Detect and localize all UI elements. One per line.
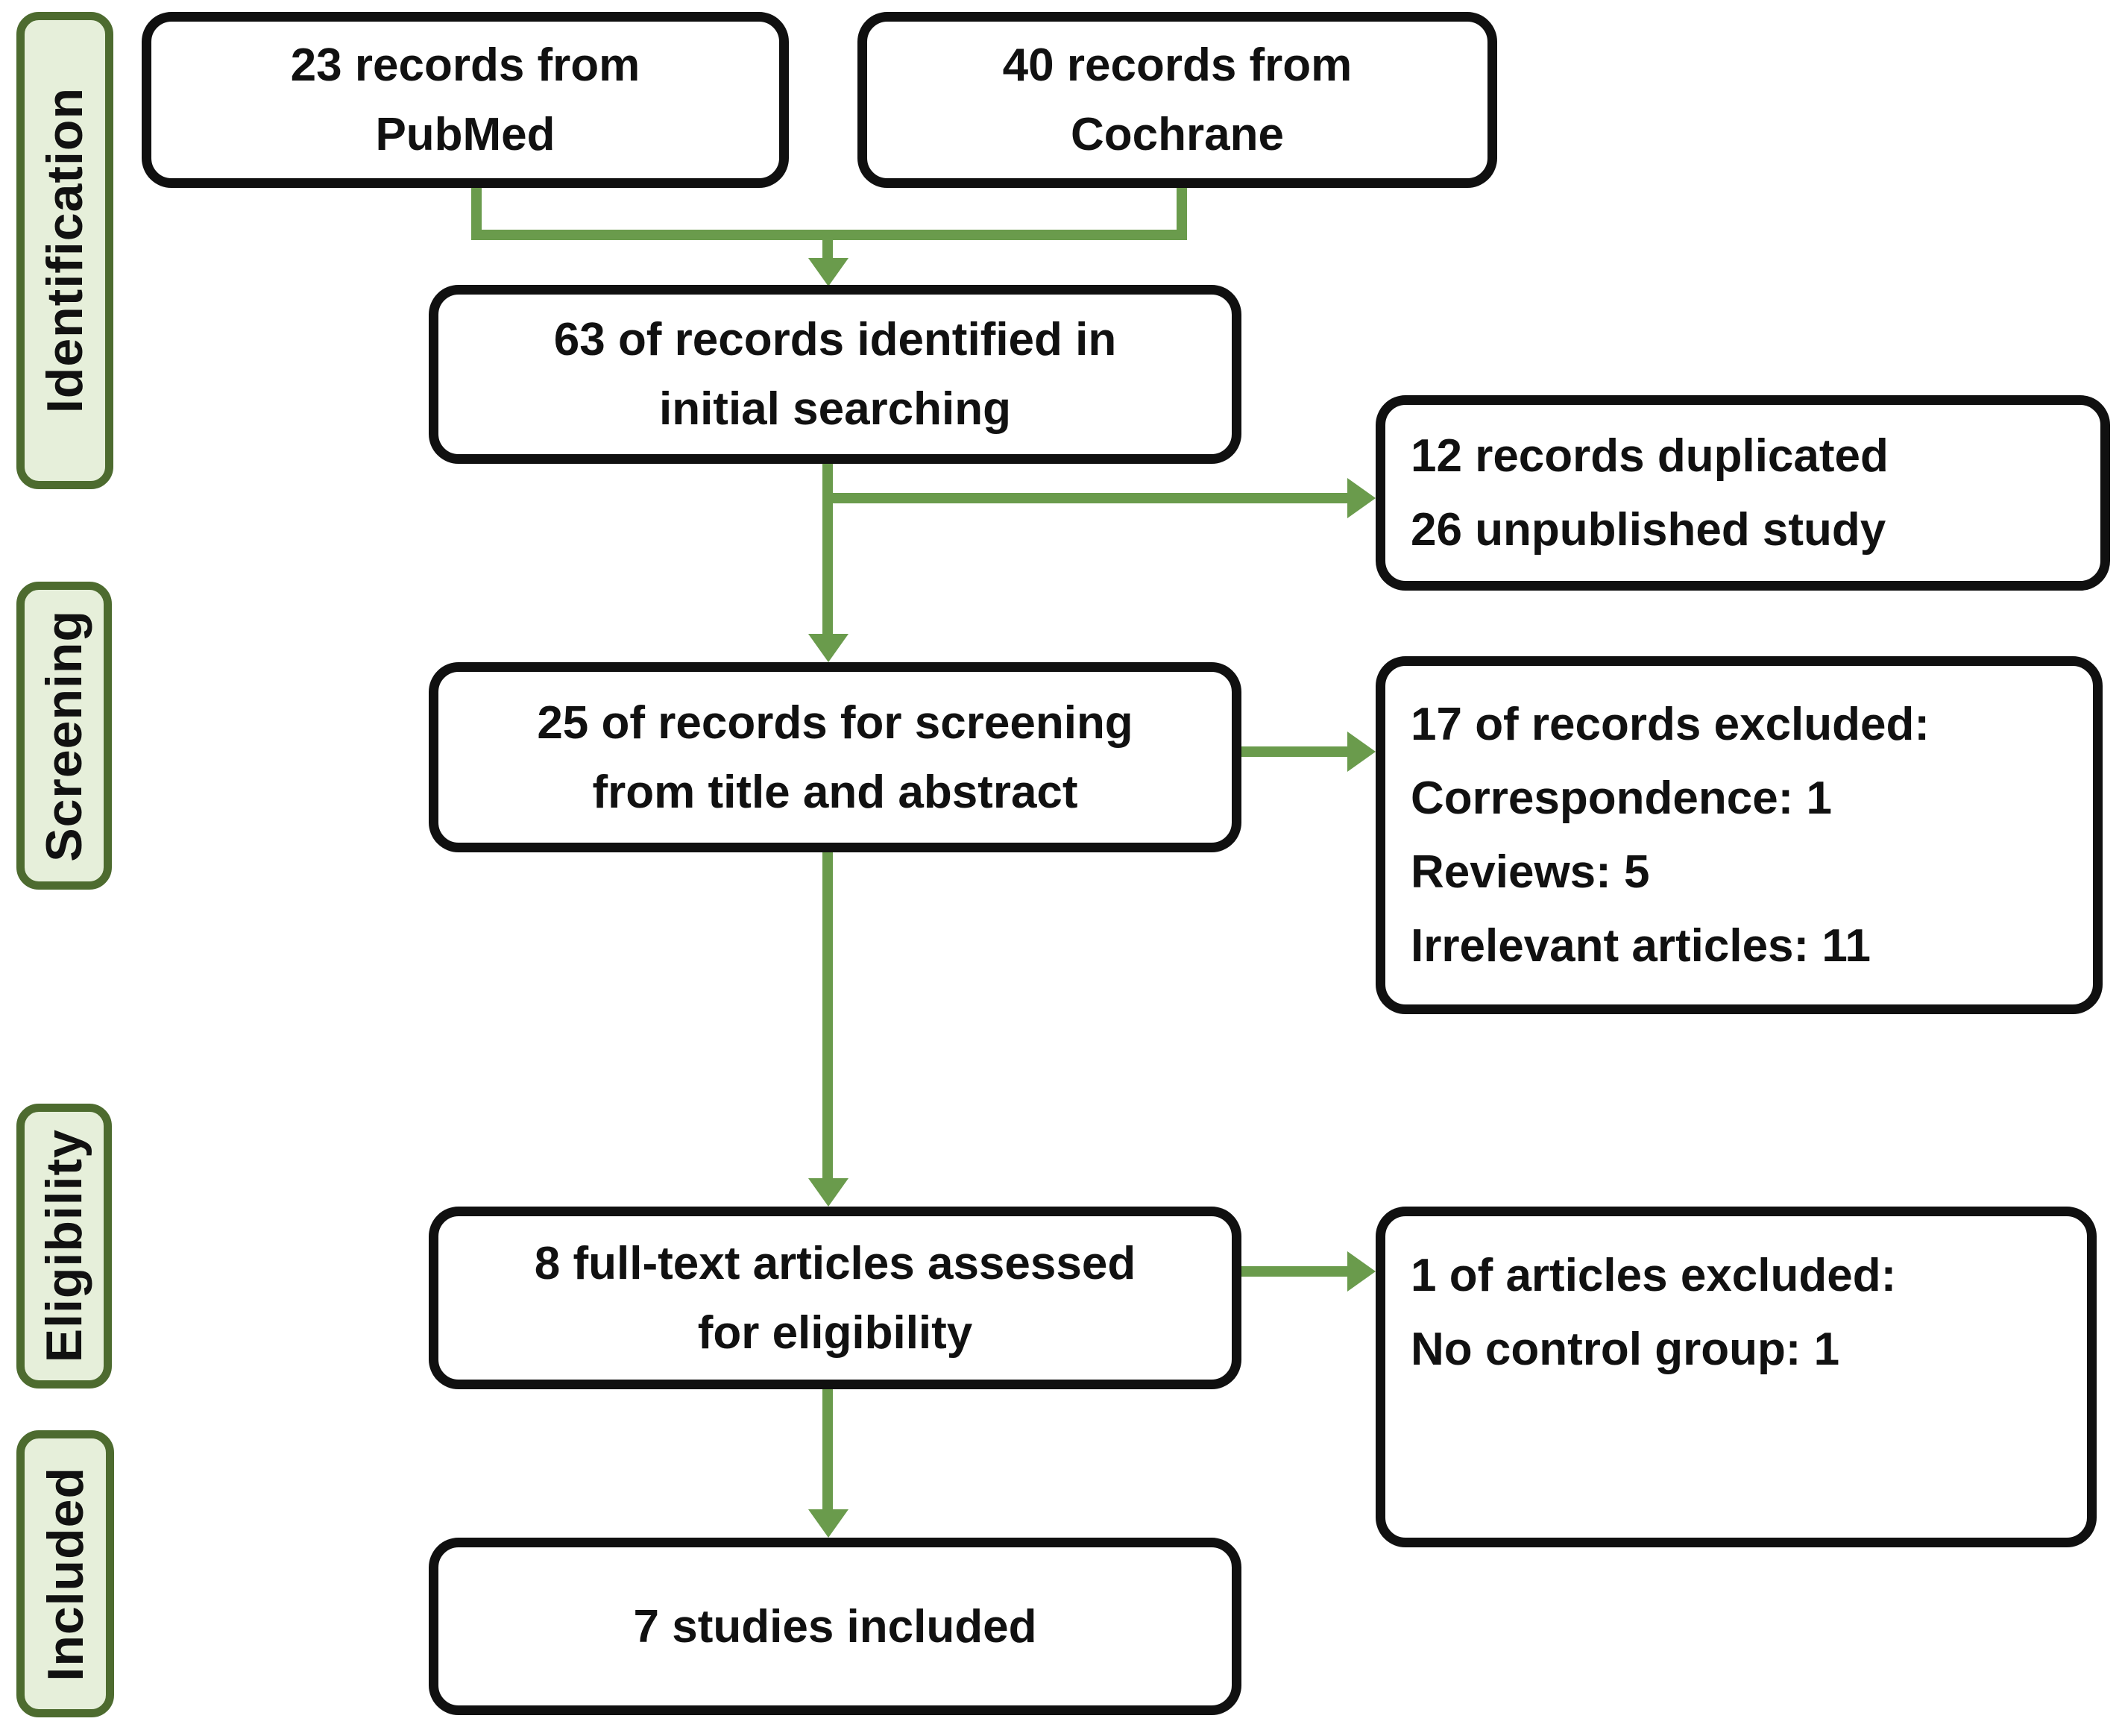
box-fulltext-assessed-line1: 8 full-text articles assessed bbox=[534, 1237, 1136, 1289]
box-studies-included: 7 studies included bbox=[429, 1538, 1241, 1715]
stage-label-eligibility-text: Eligibility bbox=[36, 1129, 92, 1363]
stage-label-eligibility: Eligibility bbox=[16, 1104, 112, 1389]
box-articles-excluded-line1: 1 of articles excluded: bbox=[1411, 1250, 1897, 1301]
box-records-pubmed: 23 records from PubMed bbox=[142, 12, 789, 188]
connector-screening-right bbox=[1241, 746, 1352, 757]
box-articles-excluded-line2: No control group: 1 bbox=[1411, 1324, 1840, 1376]
box-records-cochrane-line1: 40 records from bbox=[1002, 40, 1353, 91]
stage-label-identification: Identification bbox=[16, 12, 113, 489]
box-records-identified-line2: initial searching bbox=[658, 383, 1012, 435]
box-records-excluded-line4: Irrelevant articles: 11 bbox=[1411, 920, 1871, 972]
box-records-cochrane: 40 records from Cochrane bbox=[857, 12, 1497, 188]
arrowhead-into-screening-excluded bbox=[1347, 732, 1376, 772]
arrowhead-into-included bbox=[808, 1509, 849, 1538]
box-studies-included-line1: 7 studies included bbox=[633, 1600, 1037, 1652]
arrowhead-into-duplicates bbox=[1347, 478, 1376, 518]
connector-branch-duplicates bbox=[822, 493, 1353, 503]
box-records-screening-line2: from title and abstract bbox=[592, 766, 1078, 818]
box-records-identified-line1: 63 of records identified in bbox=[553, 314, 1117, 365]
connector-fulltext-right bbox=[1241, 1266, 1352, 1277]
arrowhead-into-screening bbox=[808, 634, 849, 662]
box-records-identified: 63 of records identified in initial sear… bbox=[429, 285, 1241, 464]
box-records-excluded-line3: Reviews: 5 bbox=[1411, 846, 1650, 898]
arrowhead-into-identified bbox=[808, 258, 849, 286]
box-fulltext-assessed-line2: for eligibility bbox=[697, 1306, 973, 1359]
arrowhead-into-fulltext bbox=[808, 1178, 849, 1207]
box-records-excluded-line2: Correspondence: 1 bbox=[1411, 772, 1833, 824]
arrowhead-into-fulltext-excluded bbox=[1347, 1251, 1376, 1292]
connector-fulltext-down bbox=[822, 1388, 833, 1512]
box-records-pubmed-line2: PubMed bbox=[375, 109, 555, 160]
box-records-cochrane-line2: Cochrane bbox=[1071, 109, 1284, 160]
box-records-duplicated-line2: 26 unpublished study bbox=[1411, 504, 1886, 556]
connector-screening-down bbox=[822, 851, 833, 1180]
connector-identified-down bbox=[822, 461, 833, 637]
stage-label-included-text: Included bbox=[37, 1466, 94, 1682]
box-records-excluded: 17 of records excluded: Correspondence: … bbox=[1376, 656, 2103, 1014]
stage-label-screening-text: Screening bbox=[36, 609, 92, 862]
box-records-duplicated-line1: 12 records duplicated bbox=[1411, 430, 1889, 482]
stage-label-screening: Screening bbox=[16, 582, 112, 890]
box-records-screening: 25 of records for screening from title a… bbox=[429, 662, 1241, 852]
box-records-duplicated: 12 records duplicated 26 unpublished stu… bbox=[1376, 395, 2110, 591]
stage-label-included: Included bbox=[16, 1430, 114, 1717]
connector-pubmed-down bbox=[471, 186, 482, 231]
box-records-pubmed-line1: 23 records from bbox=[290, 40, 640, 91]
box-records-excluded-line1: 17 of records excluded: bbox=[1411, 698, 1930, 750]
box-articles-excluded: 1 of articles excluded: No control group… bbox=[1376, 1207, 2097, 1547]
box-records-screening-line1: 25 of records for screening bbox=[537, 696, 1133, 749]
box-fulltext-assessed: 8 full-text articles assessed for eligib… bbox=[429, 1207, 1241, 1389]
stage-label-identification-text: Identification bbox=[37, 87, 93, 414]
connector-cochrane-down bbox=[1177, 186, 1187, 231]
connector-merge-stem bbox=[822, 230, 833, 261]
